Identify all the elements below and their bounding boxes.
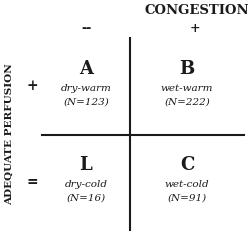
Text: (N=16): (N=16) <box>66 194 106 203</box>
Text: wet-cold: wet-cold <box>165 180 209 189</box>
Text: =: = <box>26 176 38 190</box>
Text: (N=222): (N=222) <box>164 98 210 107</box>
Text: L: L <box>80 155 92 173</box>
Text: +: + <box>190 22 200 35</box>
Text: --: -- <box>81 22 91 35</box>
Text: C: C <box>180 155 194 173</box>
Text: +: + <box>26 79 38 94</box>
Text: A: A <box>79 59 93 77</box>
Text: wet-warm: wet-warm <box>161 84 213 93</box>
Text: (N=91): (N=91) <box>167 194 207 203</box>
Text: dry-warm: dry-warm <box>61 84 111 93</box>
Text: CONGESTION: CONGESTION <box>145 4 248 17</box>
Text: (N=123): (N=123) <box>63 98 109 107</box>
Text: B: B <box>179 59 195 77</box>
Text: ADEQUATE PERFUSION: ADEQUATE PERFUSION <box>4 63 13 205</box>
Text: dry-cold: dry-cold <box>64 180 107 189</box>
